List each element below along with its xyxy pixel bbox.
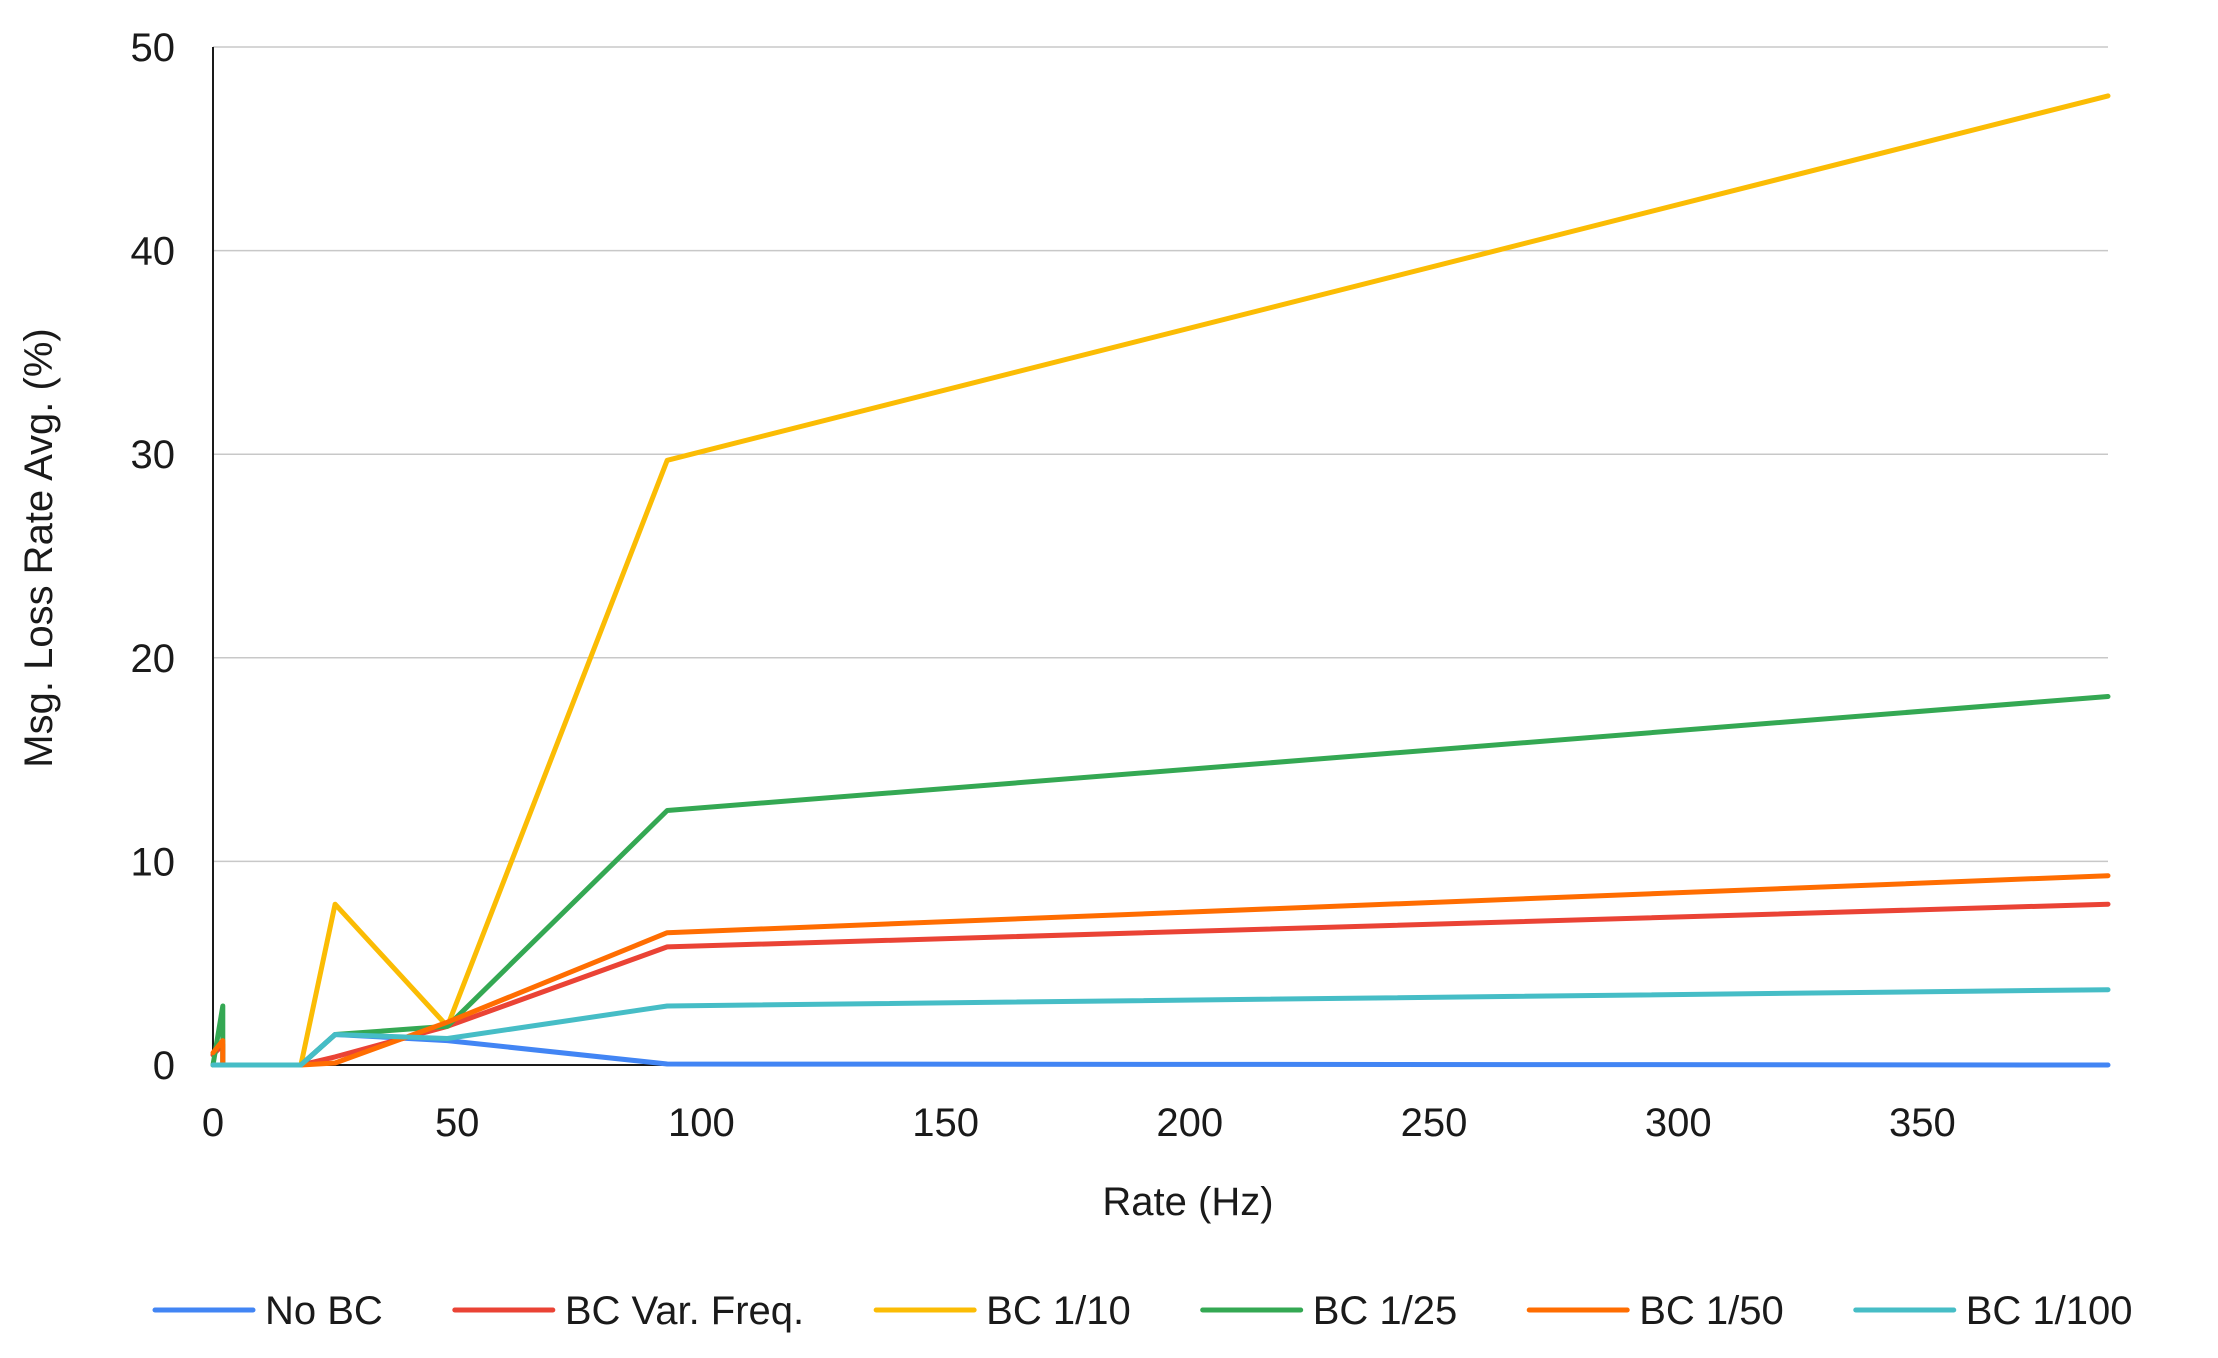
x-tick-label: 150 — [912, 1101, 979, 1145]
y-tick-label: 20 — [131, 637, 176, 681]
x-tick-label: 300 — [1645, 1101, 1712, 1145]
y-tick-label: 50 — [131, 26, 176, 70]
legend-label: BC 1/25 — [1313, 1289, 1458, 1333]
series-line-5 — [210, 987, 2111, 1068]
x-tick-label: 50 — [435, 1101, 480, 1145]
legend-item: BC 1/10 — [873, 1289, 1131, 1333]
x-tick-labels: 0 50 100 150 200 250 300 350 — [202, 1101, 1956, 1145]
x-tick-label: 100 — [668, 1101, 735, 1145]
x-axis-title: Rate (Hz) — [1102, 1180, 1273, 1224]
gridlines — [213, 46, 2108, 863]
legend-label: No BC — [265, 1289, 383, 1333]
series-line-0 — [210, 1032, 2111, 1068]
series-lines — [210, 93, 2111, 1068]
legend-item: BC 1/25 — [1200, 1289, 1458, 1333]
legend-label: BC Var. Freq. — [565, 1289, 804, 1333]
legend-item: BC 1/100 — [1853, 1289, 2133, 1333]
legend-item: No BC — [152, 1289, 383, 1333]
series-line-1 — [210, 901, 2111, 1068]
legend: No BC BC Var. Freq. BC 1/10 BC 1/25 BC 1/50 B… — [152, 1289, 2133, 1333]
y-tick-label: 0 — [153, 1044, 175, 1088]
y-tick-label: 30 — [131, 433, 176, 477]
x-tick-label: 250 — [1401, 1101, 1468, 1145]
series-line-2 — [210, 93, 2111, 1068]
x-tick-label: 0 — [202, 1101, 224, 1145]
y-tick-labels: 0 10 20 30 40 50 — [131, 26, 176, 1088]
legend-item: BC 1/50 — [1526, 1289, 1784, 1333]
series-line-4 — [210, 873, 2111, 1068]
legend-item: BC Var. Freq. — [452, 1289, 804, 1333]
x-tick-label: 200 — [1156, 1101, 1223, 1145]
y-axis-title: Msg. Loss Rate Avg. (%) — [17, 328, 61, 767]
y-tick-label: 40 — [131, 230, 176, 274]
y-tick-label: 10 — [131, 840, 176, 884]
legend-label: BC 1/10 — [986, 1289, 1131, 1333]
x-tick-label: 350 — [1889, 1101, 1956, 1145]
legend-label: BC 1/100 — [1966, 1289, 2133, 1333]
legend-label: BC 1/50 — [1639, 1289, 1784, 1333]
